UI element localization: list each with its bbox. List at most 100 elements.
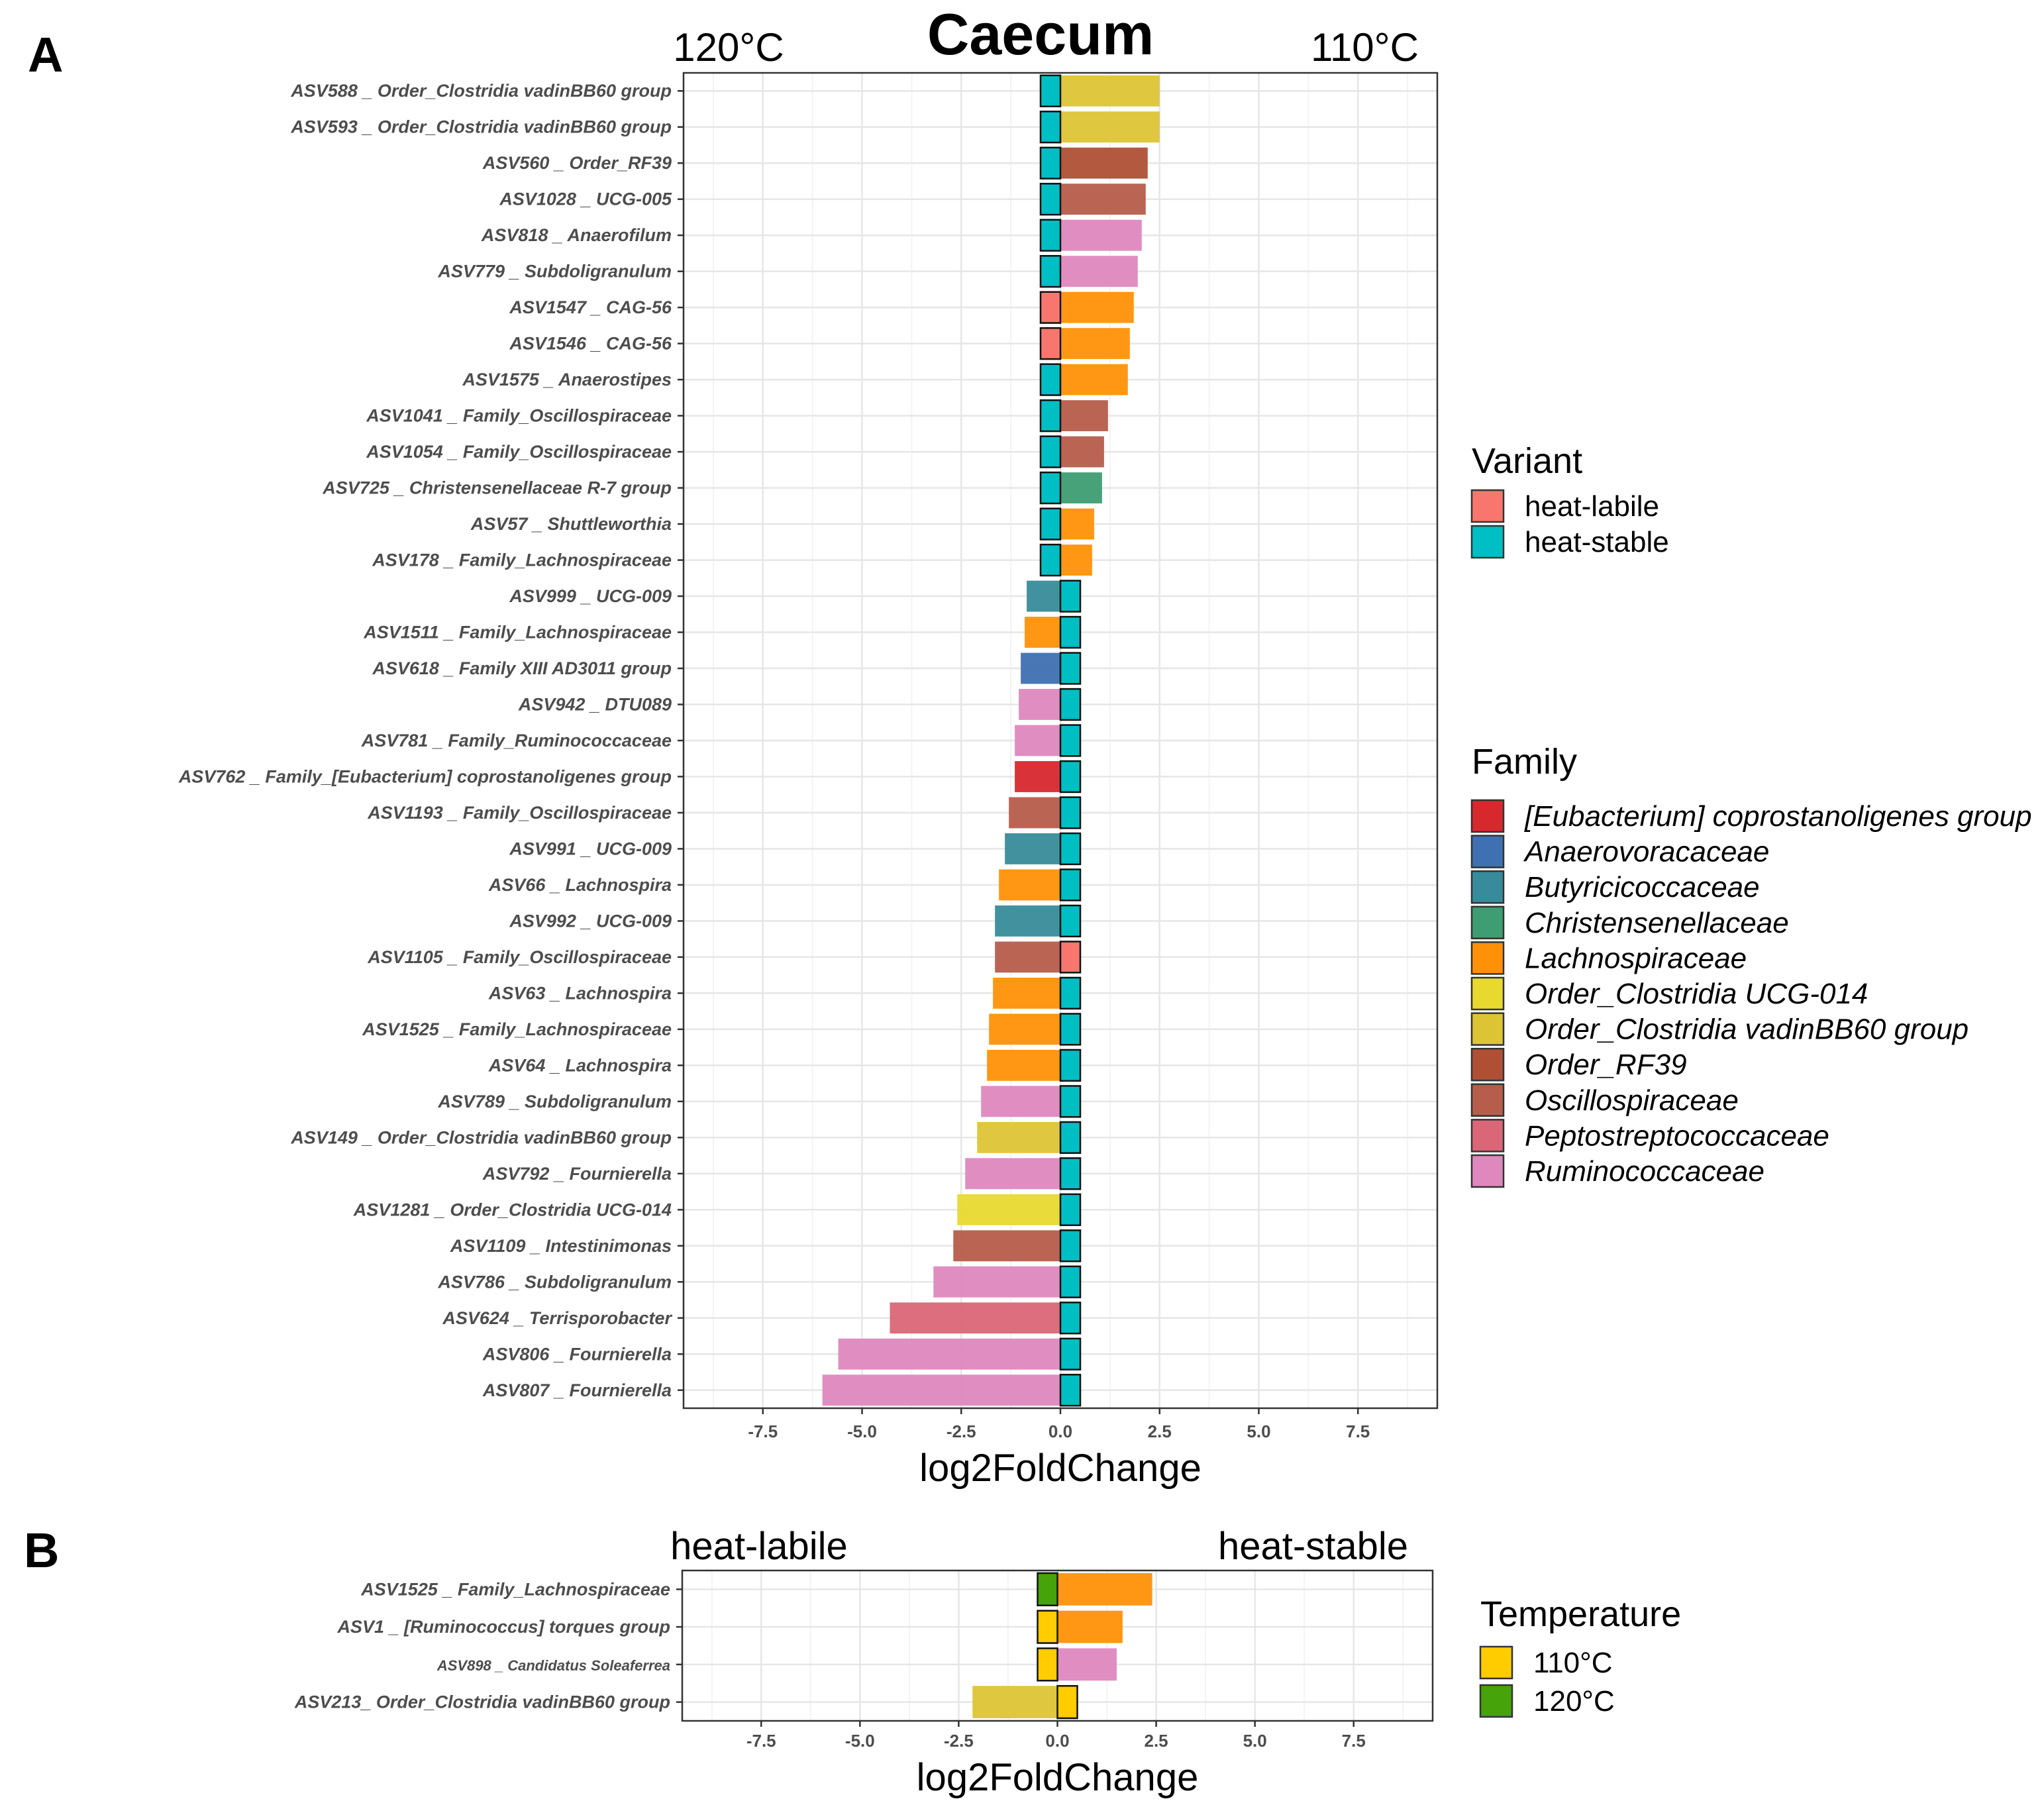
legend-label: Butyricicoccaceae — [1525, 871, 1760, 903]
y-tick-label: ASV1525 _ Family_Lachnospiraceae — [362, 1019, 672, 1039]
bar — [1057, 1572, 1152, 1606]
y-tick-label: ASV1054 _ Family_Oscillospiraceae — [366, 442, 672, 462]
left-side-label: heat-labile — [670, 1525, 848, 1568]
bar — [1060, 364, 1128, 395]
marker-box — [1039, 435, 1062, 468]
bar — [1060, 219, 1142, 251]
bar — [965, 1158, 1060, 1190]
x-tick-label: 7.5 — [1342, 1731, 1366, 1751]
y-tick-label: ASV806 _ Fournierella — [482, 1344, 672, 1364]
marker-box — [1059, 904, 1082, 938]
panel-b: B ASV1525 _ Family_Lachnospiraceae ASV1 _ … — [24, 1523, 1681, 1799]
chart-title: Caecum — [927, 1, 1154, 67]
legend-key — [1479, 1645, 1513, 1680]
x-axis-title: log2FoldChange — [917, 1756, 1199, 1799]
y-tick-label: ASV178 _ Family_Lachnospiraceae — [372, 550, 672, 570]
legend-title: Variant — [1472, 441, 1582, 481]
y-tick-label: ASV588 _ Order_Clostridia vadinBB60 grou… — [290, 81, 672, 101]
bar — [933, 1266, 1060, 1298]
y-tick-label: ASV779 _ Subdoligranulum — [437, 262, 672, 282]
marker-box — [1059, 832, 1082, 866]
x-tick-label: -2.5 — [944, 1731, 974, 1751]
y-tick-label: ASV1 _ [Ruminococcus] torques group — [336, 1617, 670, 1637]
bar — [1060, 328, 1130, 360]
y-tick-label: ASV818 _ Anaerofilum — [481, 225, 672, 245]
y-tick-label: ASV57 _ Shuttleworthia — [470, 514, 672, 534]
y-tick-label: ASV66 _ Lachnospira — [488, 875, 672, 895]
y-tick-label: ASV1281 _ Order_Clostridia UCG-014 — [353, 1200, 672, 1219]
marker-box — [1059, 615, 1082, 649]
bar — [1060, 436, 1104, 468]
marker-box — [1039, 74, 1062, 107]
marker-box — [1059, 652, 1082, 685]
y-tick-label: ASV63 _ Lachnospira — [488, 983, 672, 1003]
y-tick-label: ASV1109 _ Intestinimonas — [450, 1236, 672, 1256]
marker-box — [1039, 111, 1062, 144]
bar — [1060, 508, 1094, 540]
y-tick-label: ASV1105 _ Family_Oscillospiraceae — [367, 947, 672, 967]
marker-box — [1059, 1229, 1082, 1262]
bar — [1060, 472, 1102, 504]
marker-box — [1059, 1265, 1082, 1298]
marker-box — [1039, 254, 1062, 288]
legend-temperature: Temperature 110°C 120°C — [1479, 1594, 1681, 1718]
legend-label: Oscillospiraceae — [1525, 1084, 1739, 1117]
bar — [1027, 580, 1060, 612]
marker-box — [1037, 1572, 1058, 1607]
legend-label: 120°C — [1533, 1685, 1615, 1718]
marker-box — [1039, 363, 1062, 396]
bar — [1060, 183, 1146, 215]
y-tick-label: ASV991 _ UCG-009 — [509, 839, 672, 858]
legend-label: 110°C — [1533, 1647, 1613, 1679]
y-tick-label: ASV725 _ Christensenellaceae R-7 group — [322, 478, 672, 498]
marker-box — [1059, 1374, 1082, 1407]
x-tick-label: -7.5 — [746, 1731, 776, 1751]
y-tick-label: ASV149 _ Order_Clostridia vadinBB60 grou… — [290, 1127, 672, 1147]
bar — [972, 1686, 1058, 1719]
legend-key — [1470, 1012, 1505, 1046]
y-tick-label: ASV786 _ Subdoligranulum — [437, 1272, 672, 1292]
y-tick-label: ASV789 _ Subdoligranulum — [437, 1092, 672, 1111]
bar — [1009, 797, 1060, 829]
legend-title: Temperature — [1480, 1594, 1681, 1634]
legend-key — [1470, 489, 1505, 523]
y-tick-label: ASV560 _ Order_RF39 — [482, 153, 672, 173]
bar — [1025, 617, 1060, 648]
y-tick-label: ASV781 _ Family_Ruminococcaceae — [361, 731, 672, 750]
legend-key — [1470, 870, 1505, 904]
legend-key — [1470, 1083, 1505, 1117]
bar — [838, 1338, 1060, 1370]
marker-box — [1059, 1302, 1082, 1335]
bar — [1060, 111, 1160, 143]
legend-key — [1470, 1119, 1505, 1153]
y-tick-label: ASV1511 _ Family_Lachnospiraceae — [363, 623, 672, 643]
marker-box — [1059, 580, 1082, 613]
y-tick-label: ASV593 _ Order_Clostridia vadinBB60 grou… — [290, 117, 672, 137]
legend-key — [1470, 1047, 1505, 1082]
y-tick-label: ASV1525 _ Family_Lachnospiraceae — [360, 1579, 670, 1599]
bar — [1015, 725, 1060, 756]
marker-box — [1039, 327, 1062, 360]
marker-box — [1059, 1085, 1082, 1118]
x-tick-label: 2.5 — [1148, 1421, 1172, 1441]
legend-label: Ruminococcaceae — [1525, 1155, 1764, 1188]
y-tick-label: ASV1193 _ Family_Oscillospiraceae — [367, 803, 672, 823]
legend-title: Family — [1472, 742, 1577, 782]
bar — [1060, 75, 1160, 107]
bar — [1057, 1648, 1117, 1681]
x-tick-label: -7.5 — [748, 1421, 778, 1441]
y-tick-label: ASV942 _ DTU089 — [518, 695, 672, 715]
bar — [1019, 689, 1060, 720]
marker-box — [1039, 291, 1062, 324]
bar — [1060, 544, 1092, 576]
bar — [1060, 256, 1138, 287]
marker-box — [1059, 1049, 1082, 1082]
marker-box — [1037, 1610, 1058, 1644]
x-tick-label: -5.0 — [847, 1421, 877, 1441]
marker-box — [1039, 146, 1062, 180]
marker-box — [1059, 941, 1082, 974]
bar — [995, 941, 1060, 973]
x-tick-label: 5.0 — [1247, 1421, 1270, 1441]
bar — [1015, 761, 1060, 792]
